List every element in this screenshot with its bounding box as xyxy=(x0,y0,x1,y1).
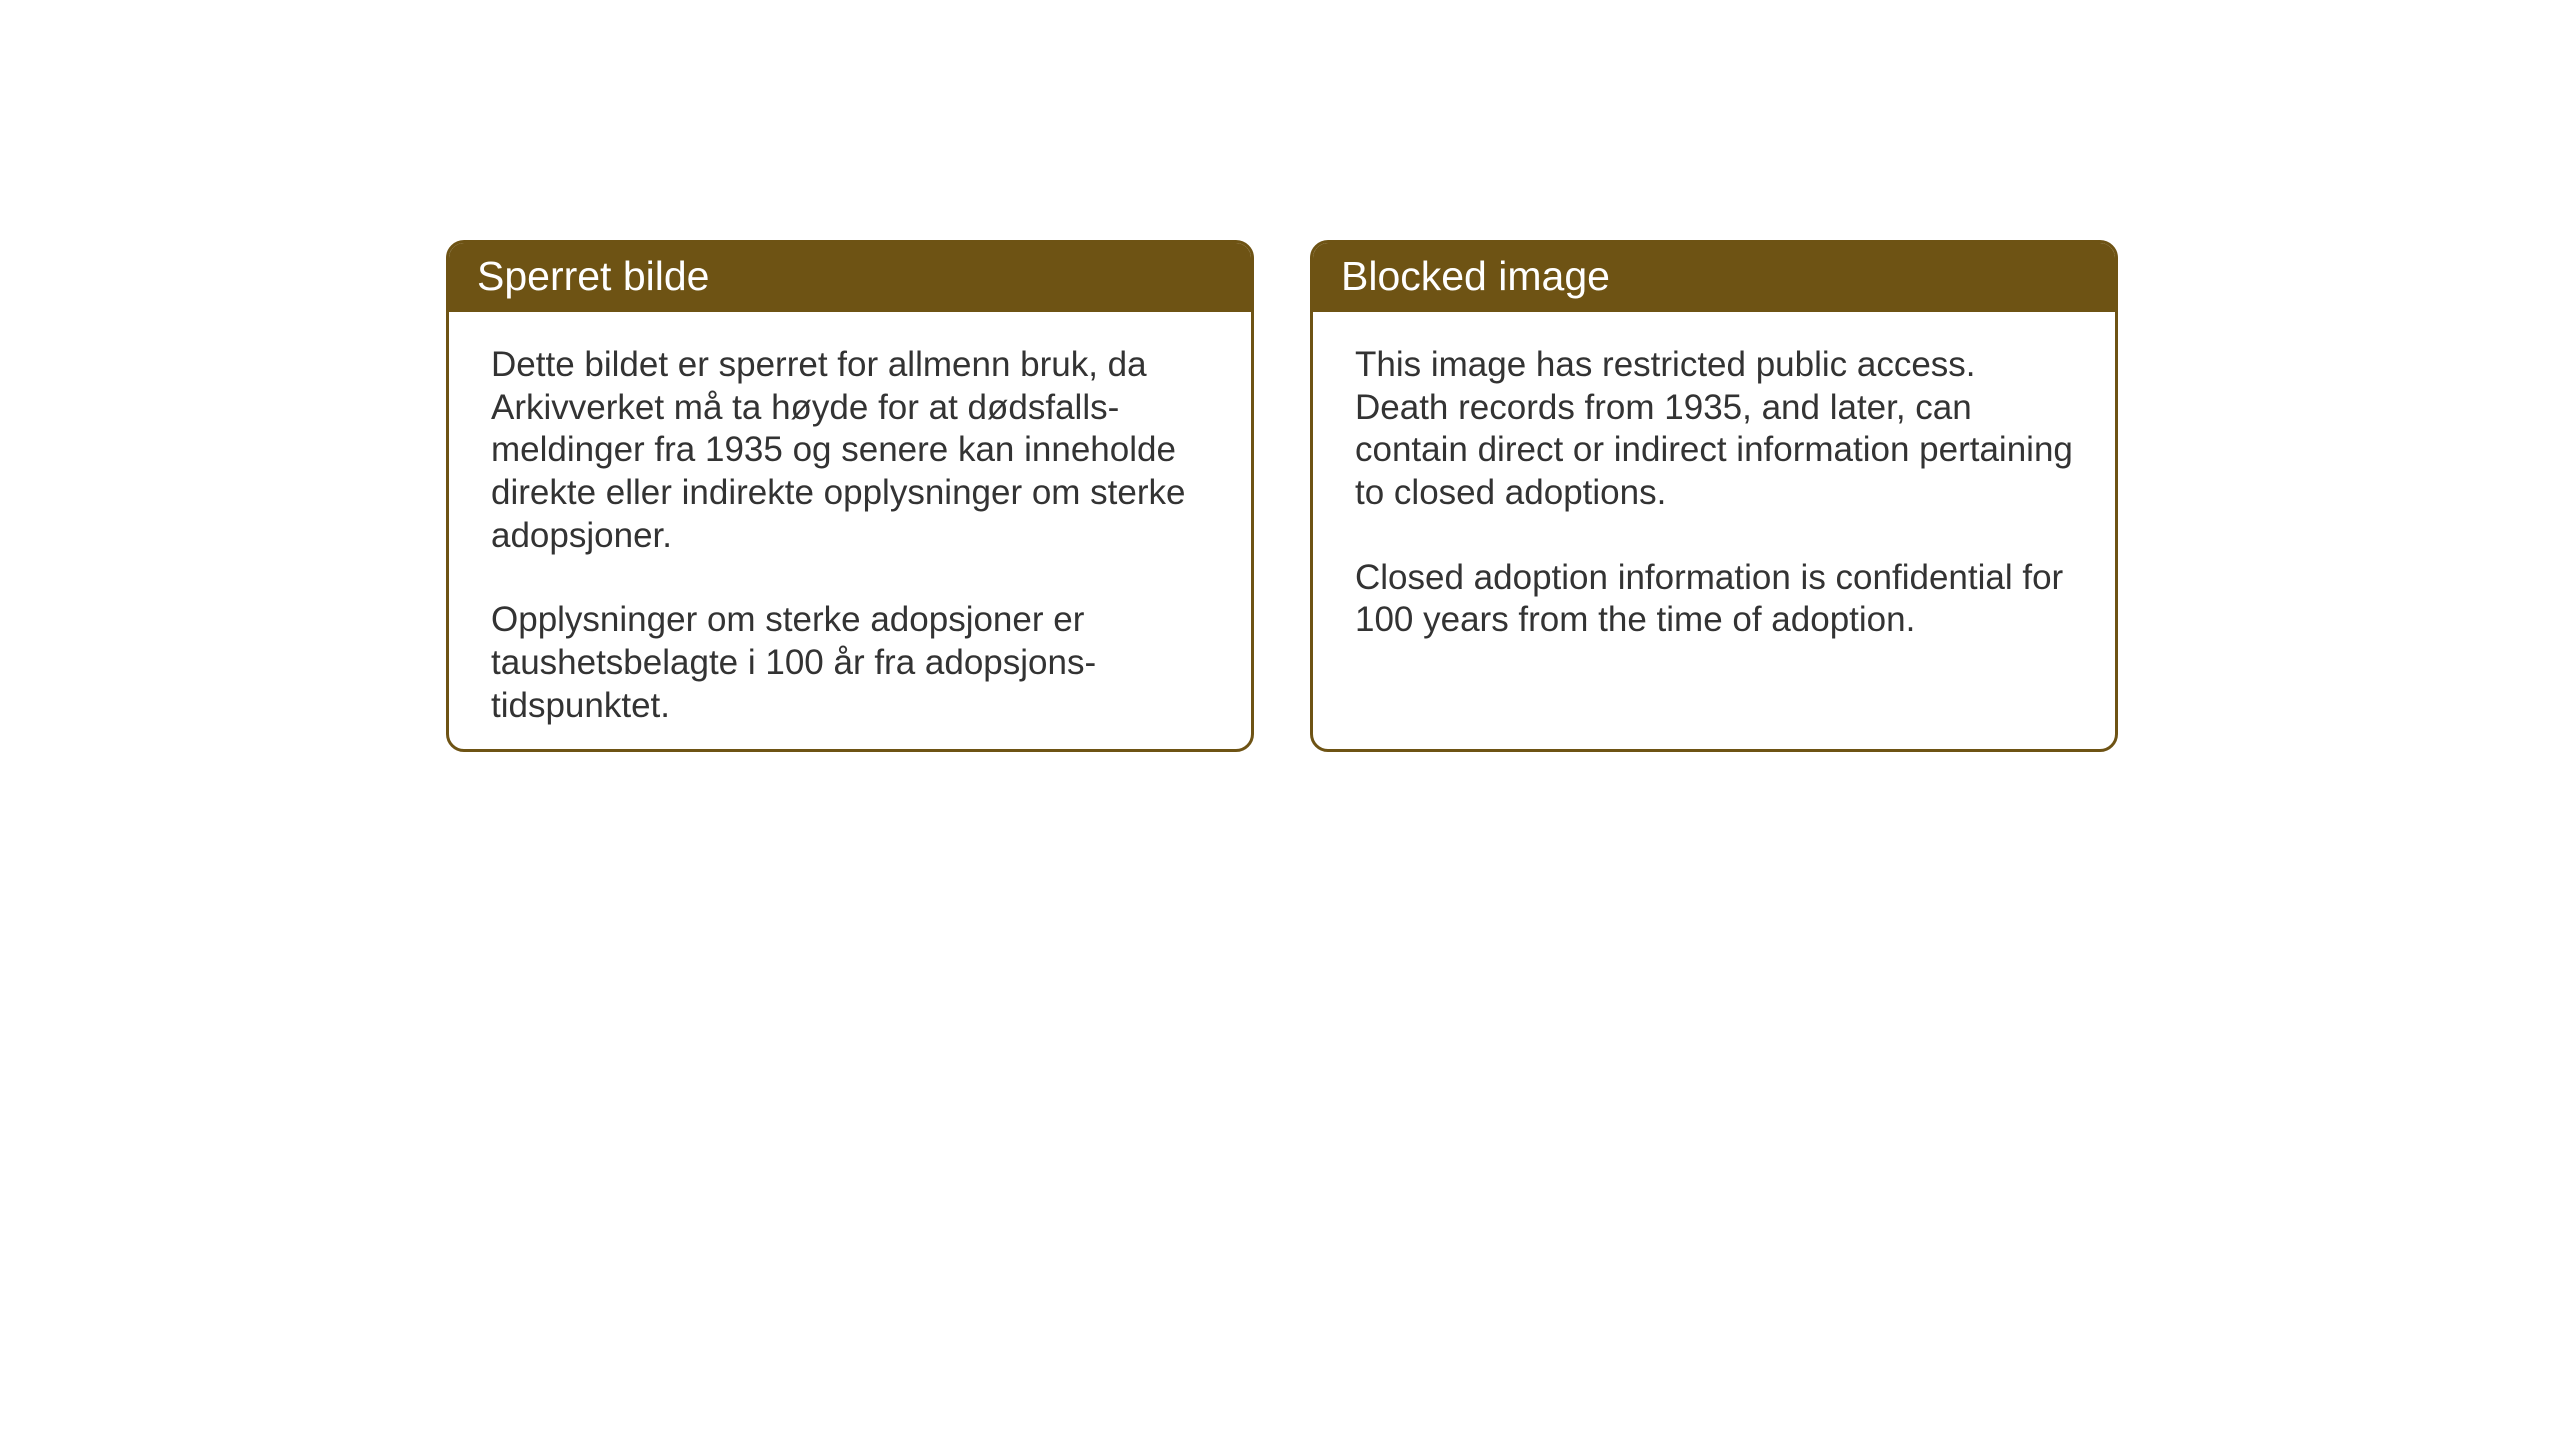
notice-container: Sperret bilde Dette bildet er sperret fo… xyxy=(0,0,2560,752)
card-paragraph1-norwegian: Dette bildet er sperret for allmenn bruk… xyxy=(491,344,1209,557)
card-paragraph2-english: Closed adoption information is confident… xyxy=(1355,557,2073,642)
card-title-english: Blocked image xyxy=(1341,253,1610,299)
card-paragraph1-english: This image has restricted public access.… xyxy=(1355,344,2073,515)
card-header-english: Blocked image xyxy=(1313,243,2115,312)
notice-card-norwegian: Sperret bilde Dette bildet er sperret fo… xyxy=(446,240,1254,752)
notice-card-english: Blocked image This image has restricted … xyxy=(1310,240,2118,752)
card-header-norwegian: Sperret bilde xyxy=(449,243,1251,312)
card-body-norwegian: Dette bildet er sperret for allmenn bruk… xyxy=(449,312,1251,752)
card-paragraph2-norwegian: Opplysninger om sterke adopsjoner er tau… xyxy=(491,599,1209,727)
card-body-english: This image has restricted public access.… xyxy=(1313,312,2115,674)
card-title-norwegian: Sperret bilde xyxy=(477,253,709,299)
